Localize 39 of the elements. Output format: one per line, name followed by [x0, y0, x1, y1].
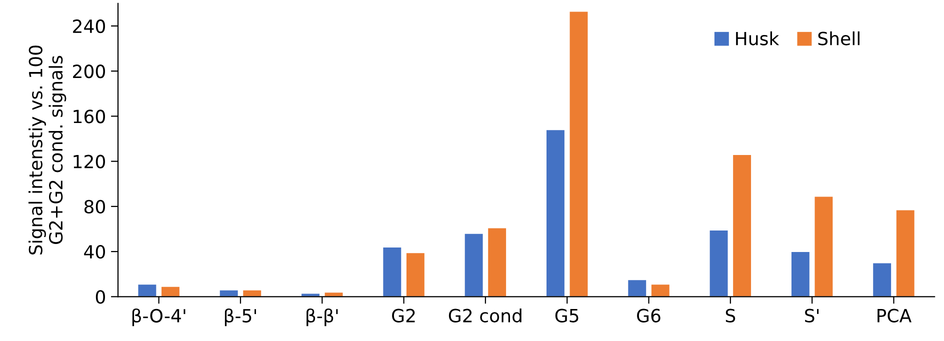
- y-tick-label: 160: [74, 110, 105, 124]
- bar: [627, 279, 647, 297]
- x-tick-label: G6: [637, 308, 660, 322]
- x-tick-label: G2: [392, 308, 415, 322]
- bar: [487, 227, 507, 297]
- bar: [732, 154, 752, 297]
- y-tick-label: 200: [73, 64, 105, 78]
- bar: [872, 262, 892, 297]
- bar: [546, 129, 566, 297]
- x-tick-label: β-O-4': [132, 308, 186, 326]
- bar: [568, 10, 589, 297]
- legend-label: Husk: [736, 31, 780, 46]
- bar: [219, 289, 239, 297]
- bar: [137, 284, 157, 297]
- y-tick-label: 80: [84, 200, 105, 214]
- bar: [324, 292, 344, 297]
- bar: [160, 286, 180, 297]
- x-tick-label: β-β': [306, 308, 338, 326]
- y-tick-label: 0: [96, 290, 105, 304]
- bar: [382, 246, 402, 297]
- bar: [464, 233, 484, 297]
- legend-label: Shell: [818, 31, 860, 46]
- y-axis-title: Signal intenstiy vs. 100 G2+G2 cond. signals: [28, 46, 66, 254]
- y-tick-label: 240: [73, 19, 105, 34]
- x-tick-label: β-5': [224, 308, 256, 326]
- bar: [242, 289, 262, 297]
- y-tick-label: 120: [74, 154, 105, 168]
- x-tick-label: G5: [555, 308, 578, 322]
- bar: [790, 251, 810, 297]
- x-tick-label: S: [726, 308, 736, 322]
- bar: [896, 209, 916, 297]
- x-tick-label: G2 cond: [448, 308, 522, 322]
- y-tick-label: 40: [84, 245, 105, 259]
- bar: [406, 252, 426, 297]
- bar: [814, 196, 834, 297]
- bar: [708, 230, 729, 297]
- bar: [650, 284, 670, 297]
- x-tick-label: PCA: [878, 308, 912, 322]
- x-tick-label: S': [805, 308, 819, 322]
